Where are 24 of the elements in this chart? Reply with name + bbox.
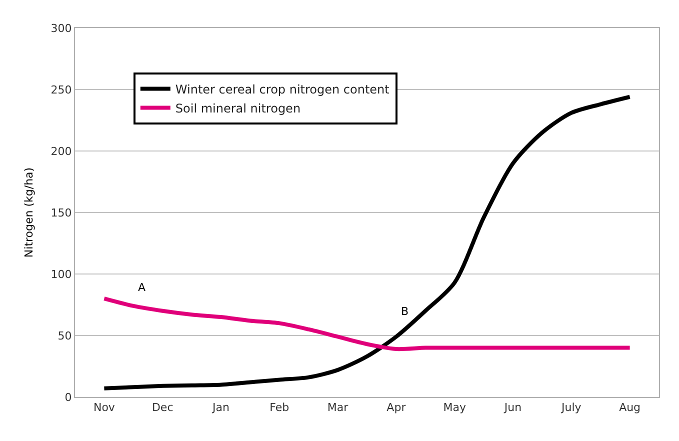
annotation: B (401, 305, 409, 318)
x-tick-label: Apr (386, 401, 406, 414)
x-tick-label: Aug (619, 401, 641, 414)
x-tick-label: Dec (152, 401, 174, 414)
y-tick-label: 50 (58, 329, 72, 342)
y-tick-label: 150 (50, 206, 72, 220)
y-axis-title: Nitrogen (kg/ha) (22, 167, 36, 258)
y-tick-label: 100 (50, 268, 72, 281)
x-tick-label: Nov (93, 401, 116, 414)
x-tick-label: Jun (503, 401, 522, 414)
y-tick-label: 250 (50, 83, 72, 96)
x-tick-label: July (560, 401, 582, 414)
line-series (102, 296, 632, 352)
legend-label: Soil mineral nitrogen (175, 101, 301, 116)
line-series (102, 94, 632, 390)
y-tick-label: 200 (50, 144, 72, 158)
x-tick-label: Mar (327, 401, 349, 414)
x-tick-label: Jan (212, 401, 230, 414)
x-tick-label: Feb (270, 401, 290, 414)
x-tick-label: May (443, 401, 466, 414)
y-tick-label: 300 (50, 22, 72, 35)
y-tick-label: 0 (64, 390, 72, 404)
annotation: A (138, 281, 146, 294)
legend-label: Winter cereal crop nitrogen content (175, 82, 390, 96)
